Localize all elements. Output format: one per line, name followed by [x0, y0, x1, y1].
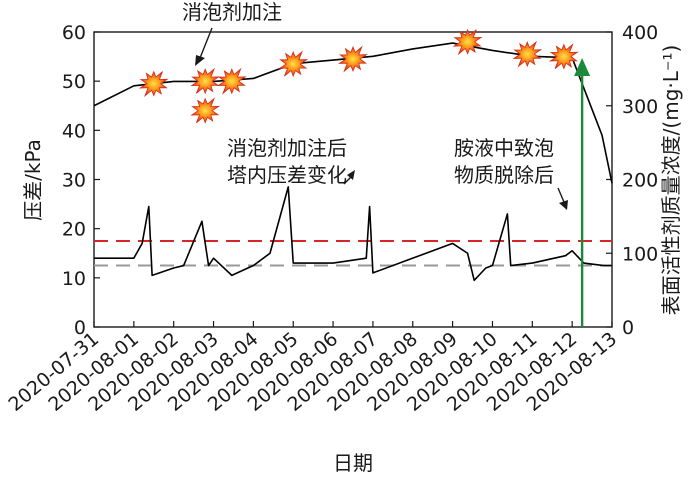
- axes: 010203040506001002003004002020-07-312020…: [4, 22, 683, 475]
- y-tick-label: 30: [62, 170, 86, 192]
- y2-tick-label: 0: [622, 317, 634, 339]
- annotation-pointer-head: [195, 55, 205, 66]
- y2-tick-label: 300: [622, 96, 658, 118]
- defoamer-marker: [548, 43, 579, 70]
- defoamer-marker: [278, 50, 309, 78]
- y2-tick-label: 400: [622, 22, 658, 44]
- series-layer: [93, 42, 613, 282]
- defoamer-marker: [452, 28, 483, 56]
- reference-lines: [94, 239, 612, 267]
- green-arrow-head: [574, 58, 591, 76]
- annotation-after-injection-1: 消泡剂加注后: [227, 136, 347, 160]
- y-tick-label: 60: [62, 22, 86, 44]
- annotation-pointer: [199, 27, 213, 59]
- annotation-pointer-head: [559, 200, 568, 210]
- annotation-removal-1: 胺液中致泡: [454, 136, 554, 160]
- defoamer-marker: [338, 45, 369, 73]
- y2-tick-label: 100: [622, 243, 658, 265]
- y-axis-title: 压差/kPa: [21, 139, 45, 221]
- y2-tick-label: 200: [622, 170, 658, 192]
- y2-axis-title: 表面活性剂质量浓度/(mg·L⁻¹): [659, 45, 683, 316]
- y-tick-label: 10: [62, 268, 86, 290]
- defoamer-marker: [190, 97, 221, 124]
- vertical-arrow-layer: [574, 58, 591, 327]
- y-tick-label: 20: [62, 219, 86, 241]
- pressure-diff-line: [94, 186, 612, 282]
- annotation-pointer: [557, 187, 565, 203]
- x-axis-title: 日期: [333, 451, 373, 475]
- marker-layer: [138, 28, 579, 124]
- y-tick-label: 0: [74, 317, 86, 339]
- defoamer-marker: [190, 67, 221, 95]
- annotation-defoamer: 消泡剂加注: [182, 0, 282, 24]
- defoamer-marker: [512, 40, 543, 68]
- defoamer-marker: [216, 67, 247, 95]
- y-tick-label: 50: [62, 71, 86, 93]
- annotation-after-injection-2: 塔内压差变化: [227, 163, 347, 187]
- y-tick-label: 40: [62, 120, 86, 142]
- annotation-pointer-head: [347, 170, 355, 180]
- annotation-removal-2: 物质脱除后: [454, 163, 554, 187]
- defoamer-marker: [138, 70, 169, 98]
